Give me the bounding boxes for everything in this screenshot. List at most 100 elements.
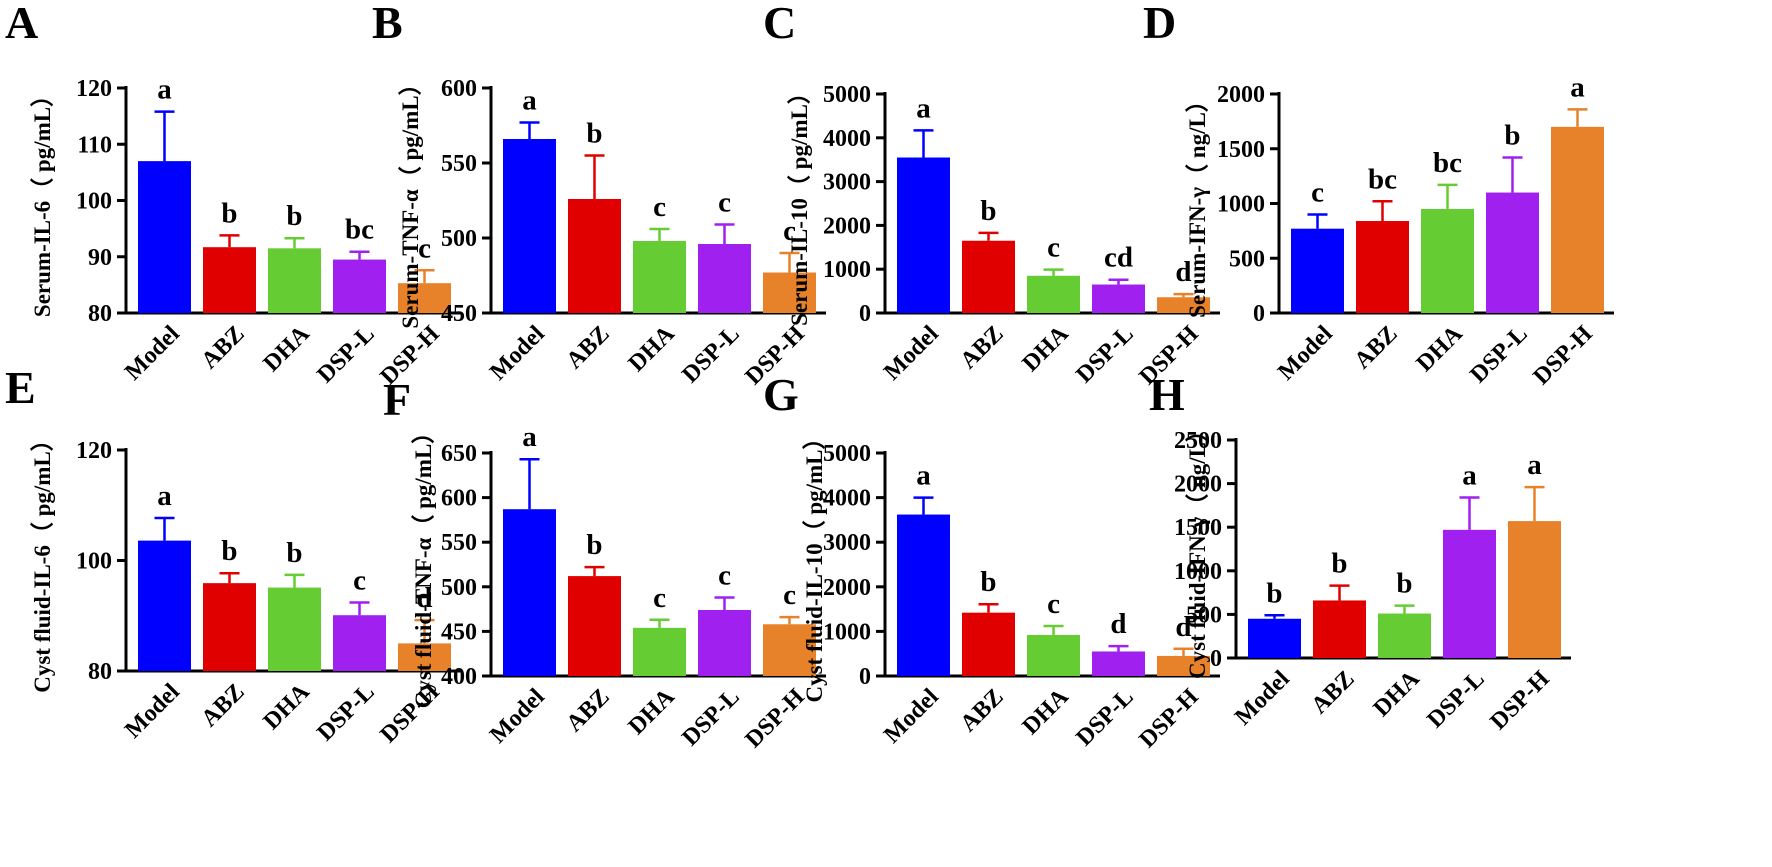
chart-panel-a: A 80 90 100 110 120 Serum-IL-6（ pg/mL） a Model b A… xyxy=(5,0,461,390)
significance-label: c xyxy=(418,232,431,264)
y-tick-label: 500 xyxy=(441,575,477,601)
y-axis-label: Cyst fluid-IFN-γ（ ng/L） xyxy=(1184,419,1210,679)
bar-dsp-h xyxy=(763,624,816,676)
y-tick-label: 5000 xyxy=(823,441,871,467)
y-tick-label: 100 xyxy=(76,189,112,215)
y-tick-label: 2500 xyxy=(1174,428,1222,454)
x-tick-label: DHA xyxy=(1018,683,1075,740)
x-tick-label: Model xyxy=(120,321,185,386)
y-tick-label: 1000 xyxy=(1174,559,1222,585)
x-tick-label: Model xyxy=(120,679,185,744)
y-tick-label: 500 xyxy=(1186,602,1222,628)
significance-label: bc xyxy=(1433,147,1462,179)
x-tick-label: DSP-L xyxy=(1071,684,1138,751)
x-tick-label: DHA xyxy=(624,320,681,377)
x-tick-label: DHA xyxy=(624,683,681,740)
y-tick-label: 650 xyxy=(441,441,477,467)
panel-letter: D xyxy=(1143,0,1176,48)
significance-label: a xyxy=(157,74,172,106)
significance-label: c xyxy=(718,560,731,592)
bar-dsp-h xyxy=(1157,297,1210,313)
bar-dsp-l xyxy=(698,244,751,313)
significance-label: a xyxy=(522,421,537,453)
panel-letter: H xyxy=(1149,369,1185,420)
y-tick-label: 2000 xyxy=(823,575,871,601)
bar-model xyxy=(138,540,191,671)
significance-label: a xyxy=(916,460,931,492)
x-tick-label: ABZ xyxy=(196,321,249,374)
bar-abz xyxy=(1356,221,1409,313)
x-tick-label: DHA xyxy=(1369,665,1426,722)
bar-dsp-l xyxy=(1092,284,1145,313)
significance-label: a xyxy=(1462,460,1477,492)
y-tick-label: 550 xyxy=(441,530,477,556)
x-tick-label: DSP-L xyxy=(677,321,744,388)
y-axis-label: Serum-TNF-α（ pg/mL） xyxy=(397,72,423,328)
significance-label: c xyxy=(718,187,731,219)
bar-abz xyxy=(203,247,256,313)
y-tick-label: 1000 xyxy=(823,619,871,645)
bar-abz xyxy=(568,199,621,313)
y-tick-label: 0 xyxy=(1253,301,1265,327)
x-tick-label: Model xyxy=(1273,321,1338,386)
significance-label: a xyxy=(1570,71,1585,103)
x-tick-label: ABZ xyxy=(955,684,1008,737)
y-tick-label: 500 xyxy=(1229,246,1265,272)
significance-label: b xyxy=(586,118,602,150)
bar-abz xyxy=(568,576,621,676)
y-tick-label: 1500 xyxy=(1217,137,1265,163)
x-tick-label: Model xyxy=(1230,666,1295,731)
chart-panel-d: D 0 500 1000 1500 2000 Serum-IFN-γ（ ng/L） c Mode… xyxy=(1143,0,1614,390)
x-tick-label: DSP-L xyxy=(1422,666,1489,733)
bar-dha xyxy=(633,627,686,676)
x-tick-label: Model xyxy=(485,321,550,386)
y-axis-label: Cyst fluid-TNF-α（ pg/mL） xyxy=(410,421,436,709)
bar-model xyxy=(1291,228,1344,313)
bar-abz xyxy=(1313,600,1366,658)
bar-dha xyxy=(1378,613,1431,658)
significance-label: a xyxy=(522,85,537,117)
significance-label: c xyxy=(783,579,796,611)
y-tick-label: 120 xyxy=(76,76,112,102)
y-tick-label: 120 xyxy=(76,438,112,464)
panel-letter: F xyxy=(383,374,411,425)
y-tick-label: 110 xyxy=(77,132,112,158)
y-tick-label: 600 xyxy=(441,76,477,102)
y-tick-label: 80 xyxy=(88,659,112,685)
bar-dsp-h xyxy=(1157,655,1210,676)
y-tick-label: 3000 xyxy=(823,530,871,556)
y-tick-label: 1000 xyxy=(1217,192,1265,218)
bar-dsp-h xyxy=(1508,521,1561,658)
bar-dsp-h xyxy=(763,272,816,313)
significance-label: b xyxy=(586,529,602,561)
significance-label: b xyxy=(980,195,996,227)
bar-dha xyxy=(268,587,321,671)
y-tick-label: 80 xyxy=(88,301,112,327)
bar-abz xyxy=(203,583,256,671)
bar-dha xyxy=(633,241,686,313)
bar-dsp-h xyxy=(398,643,451,671)
y-axis-label: Serum-IFN-γ（ ng/L） xyxy=(1184,89,1210,318)
x-tick-label: DSP-H xyxy=(1528,321,1598,391)
significance-label: d xyxy=(1175,256,1191,288)
panel-letter: A xyxy=(5,0,38,48)
x-tick-label: DSP-L xyxy=(312,321,379,388)
x-tick-label: ABZ xyxy=(196,679,249,732)
y-tick-label: 5000 xyxy=(823,82,871,108)
y-axis-label: Cyst fluid-IL-6（ pg/mL） xyxy=(29,428,55,693)
significance-label: c xyxy=(783,215,796,247)
significance-label: a xyxy=(157,480,172,512)
y-tick-label: 600 xyxy=(441,486,477,512)
x-tick-label: DSP-H xyxy=(1134,684,1204,754)
chart-panel-b: B 450 500 550 600 Serum-TNF-α（ pg/mL） a Model b A… xyxy=(372,0,826,390)
significance-label: b xyxy=(1396,568,1412,600)
significance-label: bc xyxy=(345,214,374,246)
y-tick-label: 0 xyxy=(859,664,871,690)
y-axis-label: Serum-IL-10（ pg/mL） xyxy=(786,81,812,326)
x-tick-label: DSP-L xyxy=(1465,321,1532,388)
y-tick-label: 2000 xyxy=(823,213,871,239)
y-tick-label: 3000 xyxy=(823,170,871,196)
x-tick-label: DSP-H xyxy=(1485,666,1555,736)
